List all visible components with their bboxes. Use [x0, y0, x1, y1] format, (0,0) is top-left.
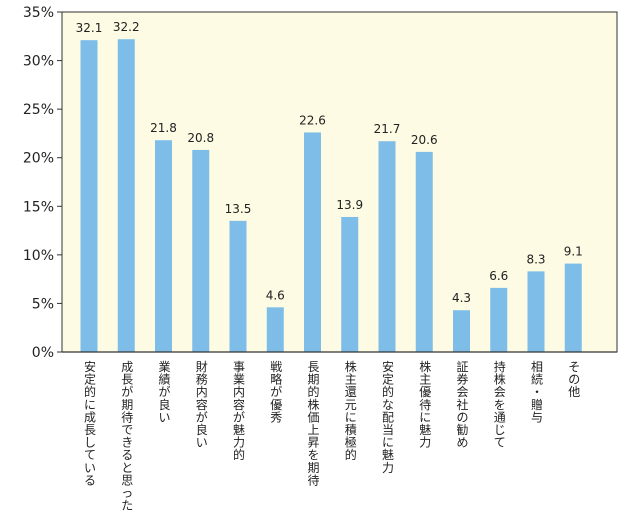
category-label: 証券会社の勧め: [456, 360, 468, 450]
bar: [341, 216, 359, 352]
bar-value-label: 32.1: [76, 21, 103, 35]
category-label: その他: [568, 360, 580, 399]
bar-value-label: 13.5: [225, 202, 252, 216]
bar: [117, 39, 135, 352]
bar-value-label: 22.6: [299, 113, 326, 127]
category-label: 安定的な配当に魅力: [382, 359, 394, 475]
y-tick-label: 0%: [32, 345, 54, 361]
bar: [378, 141, 396, 352]
y-tick-label: 20%: [23, 151, 54, 167]
category-label: 戦略が優秀: [270, 360, 282, 424]
bar-value-label: 32.2: [113, 20, 140, 34]
bar-value-label: 21.8: [150, 121, 177, 135]
bar-value-label: 9.1: [564, 245, 583, 259]
bar: [266, 307, 284, 352]
bar: [415, 151, 433, 352]
y-axis-ticks: 0% 5% 10% 15% 20% 25% 30% 35%: [23, 5, 62, 361]
category-label: 成長が期待できると思った: [121, 360, 133, 513]
bar-value-label: 21.7: [374, 122, 401, 136]
bar: [229, 220, 247, 352]
bar: [80, 40, 98, 353]
bar-series: [80, 39, 582, 353]
category-label: 長期的株価上昇を期待: [307, 360, 319, 487]
bar-value-label: 20.6: [411, 133, 438, 147]
category-label: 事業内容が魅力的: [233, 360, 245, 462]
bar-value-label: 8.3: [526, 252, 545, 266]
category-labels: 安定的に成長している 成長が期待できると思った 業績が良い 財務内容が良い 事業内容が魅…: [84, 359, 580, 513]
category-label: 相続・贈与: [531, 360, 543, 424]
bar: [564, 263, 582, 352]
y-tick-label: 30%: [23, 54, 54, 70]
bar: [490, 287, 508, 352]
bar: [192, 149, 210, 352]
category-label: 財務内容が良い: [196, 359, 208, 450]
category-label: 株主還元に積極的: [345, 359, 357, 462]
y-tick-label: 25%: [23, 102, 54, 118]
category-label: 持株会を通じて: [494, 359, 506, 450]
bar: [155, 140, 172, 352]
bar-value-label: 20.8: [187, 131, 214, 145]
category-label: 株主優待に魅力: [419, 359, 431, 450]
bar-value-label: 13.9: [336, 198, 363, 212]
data-labels: 32.1 32.2 21.8 20.8 13.5 4.6 22.6 13.9 21.7 20.6 4…: [76, 20, 583, 305]
plot-area: [61, 11, 618, 353]
bar-value-label: 4.6: [266, 288, 285, 302]
bar: [453, 310, 470, 352]
category-label: 業績が良い: [158, 360, 170, 424]
y-tick-label: 5%: [32, 296, 54, 312]
bar-value-label: 6.6: [489, 269, 508, 283]
bar: [304, 132, 321, 352]
bar-value-label: 4.3: [452, 291, 471, 305]
y-tick-label: 15%: [23, 199, 54, 215]
y-tick-label: 10%: [23, 248, 54, 264]
category-label: 安定的に成長している: [84, 359, 96, 487]
bar: [527, 271, 545, 352]
y-tick-label: 35%: [23, 5, 54, 21]
